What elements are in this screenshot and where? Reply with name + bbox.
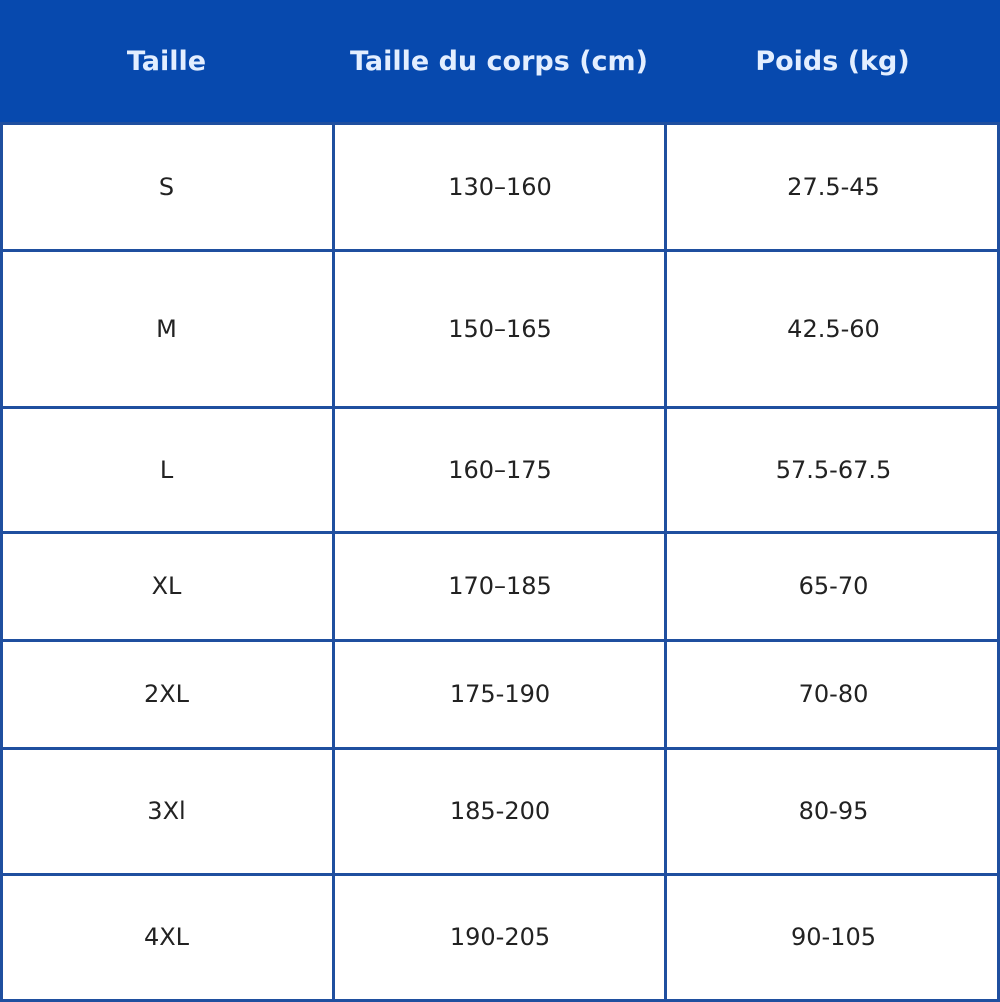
row-divider	[0, 873, 1000, 876]
cell-weight: 57.5-67.5	[775, 455, 892, 484]
cell-body-height: 150–165	[448, 314, 552, 343]
column-divider	[0, 122, 3, 1000]
table-row: 3Xl 185-200 80-95	[0, 748, 1000, 874]
column-divider	[664, 122, 667, 1000]
table-row: XL 170–185 65-70	[0, 532, 1000, 640]
header-body-height: Taille du corps (cm)	[349, 45, 649, 77]
row-divider	[0, 122, 1000, 125]
cell-size: 2XL	[143, 680, 190, 708]
table-row: L 160–175 57.5-67.5	[0, 407, 1000, 532]
cell-body-height: 175-190	[449, 680, 551, 708]
cell-weight: 65-70	[798, 572, 869, 600]
cell-size: S	[158, 172, 175, 201]
cell-weight: 80-95	[798, 797, 869, 825]
table-header: Taille Taille du corps (cm) Poids (kg)	[0, 0, 1000, 125]
cell-body-height: 160–175	[448, 455, 552, 484]
row-divider	[0, 249, 1000, 252]
cell-size: XL	[151, 572, 182, 600]
cell-body-height: 170–185	[448, 572, 552, 600]
cell-weight: 27.5-45	[787, 172, 880, 201]
table-row: 4XL 190-205 90-105	[0, 874, 1000, 1000]
cell-size: M	[156, 314, 177, 343]
row-divider	[0, 406, 1000, 409]
cell-weight: 70-80	[798, 680, 869, 708]
header-weight: Poids (kg)	[755, 45, 910, 77]
cell-body-height: 185-200	[449, 797, 551, 825]
row-divider	[0, 747, 1000, 750]
row-divider	[0, 639, 1000, 642]
cell-weight: 90-105	[790, 923, 876, 951]
column-divider	[332, 122, 335, 1000]
cell-size: 4XL	[143, 923, 190, 951]
table-row: M 150–165 42.5-60	[0, 250, 1000, 407]
row-divider	[0, 531, 1000, 534]
cell-size: L	[159, 455, 174, 484]
cell-body-height: 130–160	[448, 172, 552, 201]
table-row: S 130–160 27.5-45	[0, 123, 1000, 250]
cell-weight: 42.5-60	[787, 314, 880, 343]
column-divider	[997, 122, 1000, 1000]
cell-size: 3Xl	[147, 797, 186, 825]
header-size: Taille	[126, 45, 207, 77]
cell-body-height: 190-205	[449, 923, 551, 951]
table-row: 2XL 175-190 70-80	[0, 640, 1000, 748]
